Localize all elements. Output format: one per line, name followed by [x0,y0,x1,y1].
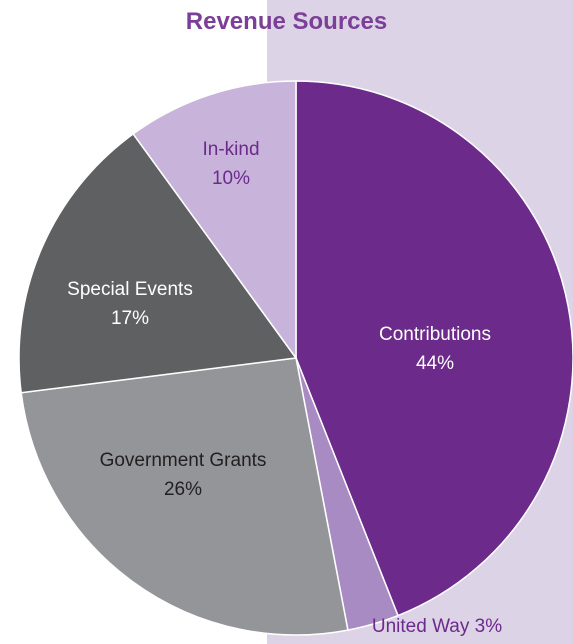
slice-label-percent: 17% [111,308,149,329]
pie-slice-government-grants [20,357,349,636]
slice-label-name: Special Events [67,279,193,300]
pie-slice-special-events [18,132,298,394]
pie-slice-contributions [295,80,573,617]
slice-label-contributions: Contributions 44% [379,324,491,374]
slice-label-government-grants: Government Grants 26% [100,450,267,500]
slice-label-special-events: Special Events 17% [67,279,193,329]
slice-label-percent: 26% [164,479,202,500]
slice-label-percent: 44% [416,353,454,374]
slice-label-united-way: United Way 3% [372,616,502,637]
slice-label-name: In-kind [202,139,259,160]
pie-slice-in-kind [132,80,297,361]
slice-label-percent: 10% [212,168,250,189]
chart-title: Revenue Sources [185,8,388,35]
slice-label-name: Government Grants [100,450,267,471]
slice-label-name: Contributions [379,324,491,345]
slice-label-in-kind: In-kind 10% [202,139,259,189]
